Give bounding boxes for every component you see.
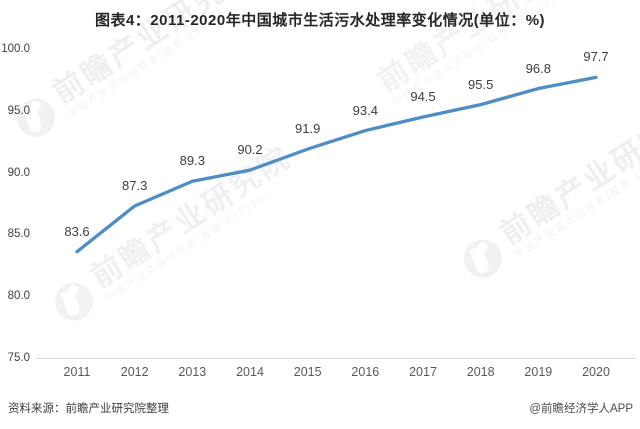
- watermark-tagline-text: 中国产业咨询领导者(股票:839599): [512, 146, 640, 261]
- data-label: 95.5: [468, 76, 494, 92]
- data-label: 87.3: [122, 177, 148, 193]
- data-label: 96.8: [525, 60, 551, 76]
- data-label: 83.6: [64, 223, 90, 239]
- x-axis-label: 2012: [120, 365, 149, 379]
- x-axis-label: 2011: [63, 365, 91, 379]
- data-label: 91.9: [295, 121, 321, 137]
- data-label: 97.7: [583, 49, 609, 65]
- x-axis-label: 2015: [293, 365, 322, 379]
- data-label: 94.5: [410, 88, 436, 104]
- chart-title: 图表4：2011-2020年中国城市生活污水处理率变化情况(单位：%): [94, 12, 546, 29]
- x-axis-label: 2016: [351, 365, 380, 379]
- x-axis-line: [36, 358, 636, 359]
- qianzhan-logo-icon: [456, 232, 510, 285]
- trend-line: [75, 75, 598, 254]
- data-label: 90.2: [237, 142, 263, 158]
- credit-note: @前瞻经济学人APP: [529, 403, 633, 415]
- qianzhan-logo-icon: [47, 275, 101, 328]
- x-axis-label: 2017: [409, 365, 437, 379]
- data-label: 93.4: [352, 102, 378, 118]
- watermark-group: 前瞻产业研究院 中国产业咨询领导者(股票:839599): [455, 97, 640, 288]
- y-axis-label: 90.0: [7, 166, 30, 179]
- y-axis-label: 85.0: [7, 228, 30, 241]
- x-axis-label: 2019: [524, 365, 553, 379]
- data-label: 89.3: [179, 153, 205, 169]
- x-axis-label: 2014: [236, 365, 264, 379]
- x-axis-label: 2018: [466, 365, 495, 379]
- y-axis-label: 80.0: [7, 290, 30, 303]
- x-axis-label: 2020: [582, 365, 610, 379]
- watermark-brand-text: 前瞻产业研究院: [494, 97, 640, 252]
- x-axis-label: 2013: [178, 365, 207, 379]
- y-axis-label: 75.0: [7, 352, 30, 364]
- y-axis-label: 95.0: [7, 104, 30, 117]
- source-note: 资料来源：前瞻产业研究院整理: [8, 403, 169, 415]
- y-axis-label: 100.0: [1, 43, 30, 55]
